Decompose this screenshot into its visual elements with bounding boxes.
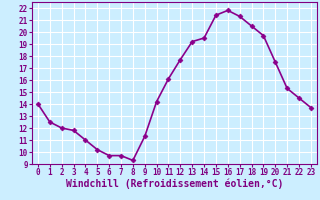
X-axis label: Windchill (Refroidissement éolien,°C): Windchill (Refroidissement éolien,°C) [66,179,283,189]
